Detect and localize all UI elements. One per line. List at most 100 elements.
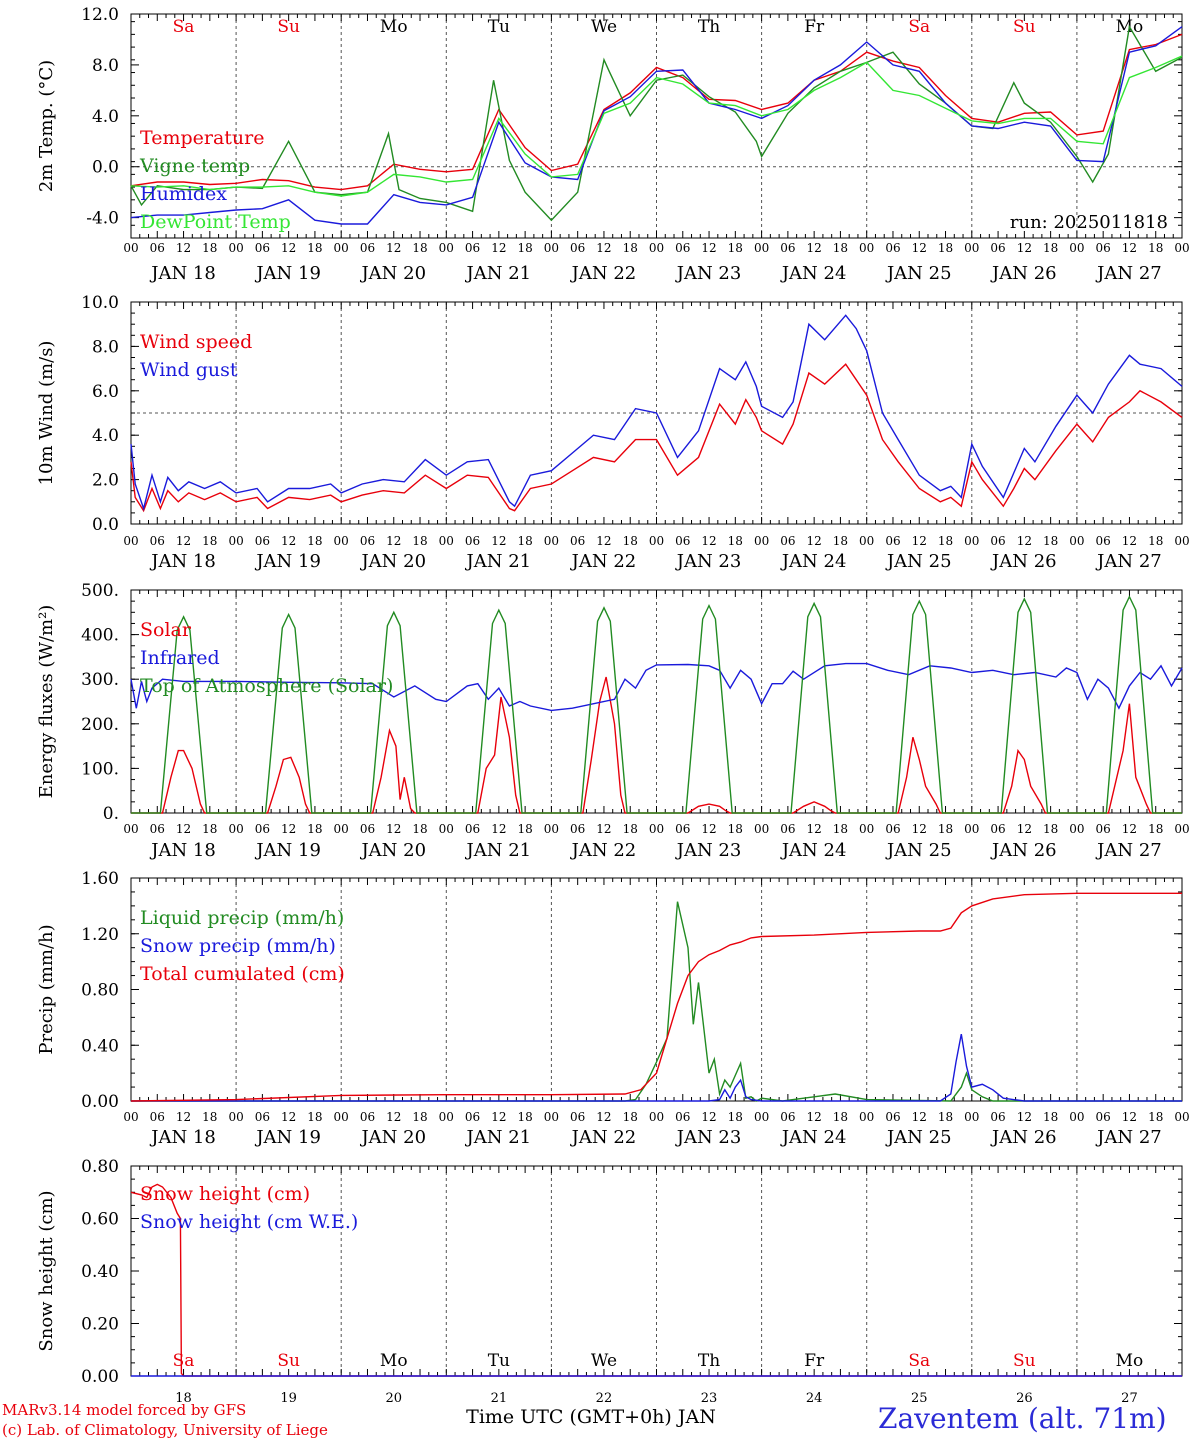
hour-tick-label: 00: [1069, 822, 1084, 836]
weekday-label: Su: [1013, 1351, 1036, 1371]
y-tick-label: 2.0: [92, 471, 119, 491]
day-label: JAN 23: [675, 263, 742, 284]
day-label: JAN 23: [675, 840, 742, 861]
hour-tick-label: 18: [412, 1110, 427, 1124]
hour-tick-label: 12: [1122, 1110, 1137, 1124]
y-tick-label: 10.0: [81, 293, 119, 313]
hour-tick-label: 00: [123, 1110, 138, 1124]
day-label: JAN 25: [885, 551, 952, 572]
y-tick-label: 0.40: [81, 1262, 119, 1282]
hour-tick-label: 12: [281, 241, 296, 255]
hour-tick-label: 06: [465, 534, 480, 548]
hour-tick-label: 18: [833, 1110, 848, 1124]
hour-tick-label: 18: [412, 822, 427, 836]
hour-tick-label: 18: [938, 1110, 953, 1124]
hour-tick-label: 18: [307, 822, 322, 836]
day-label: JAN 18: [149, 263, 216, 284]
day-label: JAN 22: [570, 263, 637, 284]
hour-tick-label: 00: [334, 822, 349, 836]
hour-tick-label: 00: [544, 1110, 559, 1124]
hour-tick-label: 00: [649, 241, 664, 255]
series-line-top-of-atmosphere-solar: [131, 595, 1182, 814]
day-label: JAN 25: [885, 263, 952, 284]
hour-tick-label: 18: [728, 822, 743, 836]
day-label: JAN 23: [675, 551, 742, 572]
legend-entry: Infrared: [140, 647, 220, 669]
hour-tick-label: 12: [701, 822, 716, 836]
day-label: JAN 22: [570, 1127, 637, 1148]
series-line-snow-precip-mm-h: [131, 1033, 1182, 1102]
y-tick-label: 300.: [81, 670, 119, 690]
weekday-label: Th: [698, 17, 720, 37]
hour-tick-label: 18: [307, 534, 322, 548]
day-label: JAN 26: [990, 263, 1057, 284]
hour-tick-label: 06: [465, 1110, 480, 1124]
hour-tick-label: 12: [1017, 534, 1032, 548]
y-tick-label: 200.: [81, 715, 119, 735]
day-label: JAN 24: [780, 551, 847, 572]
hour-tick-label: 00: [754, 1110, 769, 1124]
hour-tick-label: 12: [491, 241, 506, 255]
hour-tick-label: 00: [439, 241, 454, 255]
hour-tick-label: 06: [570, 241, 585, 255]
y-tick-label: 0.60: [81, 1210, 119, 1230]
hour-tick-label: 18: [202, 241, 217, 255]
weekday-label: Mo: [1116, 1351, 1144, 1371]
weekday-label: Su: [277, 1351, 300, 1371]
y-tick-label: 0.: [103, 804, 119, 824]
day-number-label: 25: [911, 1391, 928, 1406]
hour-tick-label: 12: [176, 534, 191, 548]
hour-tick-label: 00: [228, 534, 243, 548]
hour-tick-label: 00: [859, 534, 874, 548]
day-label: JAN 18: [149, 551, 216, 572]
hour-tick-label: 06: [780, 534, 795, 548]
weekday-label: Su: [1013, 17, 1036, 37]
day-label: JAN 27: [1095, 551, 1162, 572]
hour-tick-label: 12: [912, 534, 927, 548]
hour-tick-label: 06: [675, 241, 690, 255]
hour-tick-label: 00: [123, 822, 138, 836]
day-label: JAN 25: [885, 840, 952, 861]
hour-tick-label: 18: [728, 241, 743, 255]
hour-tick-label: 06: [465, 822, 480, 836]
series-line-wind-gust: [130, 314, 1183, 511]
legend-entry: Solar: [140, 619, 192, 641]
weekday-label: Fr: [804, 1351, 825, 1371]
legend-entry: Temperature: [140, 127, 264, 149]
day-label: JAN 21: [465, 840, 532, 861]
hour-tick-label: 06: [675, 1110, 690, 1124]
day-label: JAN 27: [1095, 263, 1162, 284]
y-tick-label: 12.0: [81, 5, 119, 25]
hour-tick-label: 18: [307, 1110, 322, 1124]
hour-tick-label: 12: [701, 241, 716, 255]
weekday-label: Tu: [488, 17, 510, 37]
y-tick-label: 4.0: [92, 107, 119, 127]
hour-tick-label: 06: [360, 241, 375, 255]
weekday-label: Su: [277, 17, 300, 37]
day-number-label: 18: [175, 1391, 192, 1406]
hour-tick-label: 12: [386, 241, 401, 255]
series-line-total-cumulated-cm: [130, 892, 1182, 1102]
hour-tick-label: 18: [202, 1110, 217, 1124]
hour-tick-label: 00: [1174, 534, 1189, 548]
y-axis-label: Snow height (cm): [36, 1190, 57, 1351]
weekday-label: Sa: [908, 1351, 930, 1371]
hour-tick-label: 12: [1122, 534, 1137, 548]
day-label: JAN 18: [149, 1127, 216, 1148]
hour-tick-label: 18: [623, 241, 638, 255]
hour-tick-label: 06: [675, 534, 690, 548]
hour-tick-label: 18: [1148, 534, 1163, 548]
hour-tick-label: 12: [386, 534, 401, 548]
hour-tick-label: 06: [1096, 241, 1111, 255]
weekday-label: Th: [698, 1351, 720, 1371]
day-label: JAN 18: [149, 840, 216, 861]
y-tick-label: 0.80: [81, 981, 119, 1001]
hour-tick-label: 18: [938, 822, 953, 836]
hour-tick-label: 12: [701, 534, 716, 548]
hour-tick-label: 00: [544, 822, 559, 836]
hour-tick-label: 12: [491, 1110, 506, 1124]
y-tick-label: 0.0: [92, 158, 119, 178]
hour-tick-label: 12: [491, 822, 506, 836]
y-tick-label: 500.: [81, 581, 119, 601]
hour-tick-label: 12: [176, 241, 191, 255]
